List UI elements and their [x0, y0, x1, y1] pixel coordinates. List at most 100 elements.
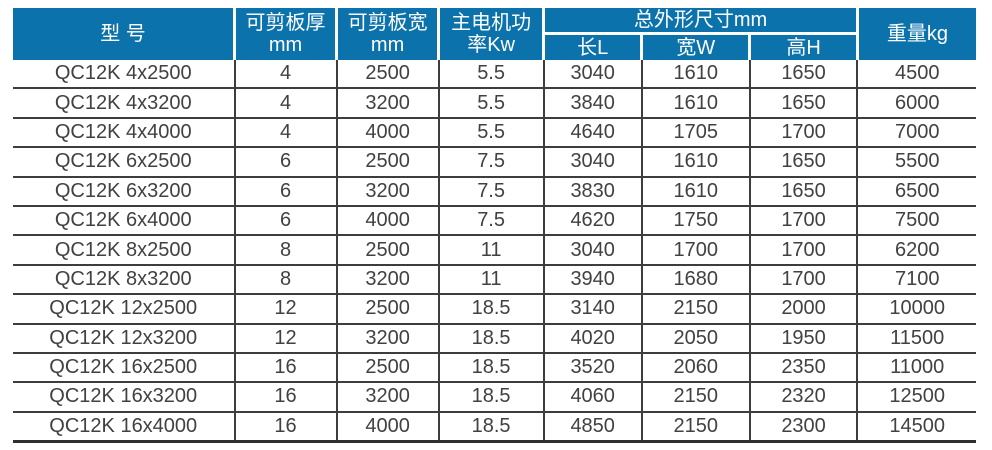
plate-width-cell: 3200 — [336, 88, 440, 119]
length-cell: 4020 — [543, 323, 643, 354]
col-header-model: 型 号 — [13, 8, 235, 60]
weight-cell: 6500 — [857, 176, 976, 207]
length-cell: 4640 — [543, 117, 643, 149]
height-cell: 1650 — [749, 147, 859, 178]
plate-width-cell: 3200 — [336, 382, 440, 413]
model-cell: QC12K 16x2500 — [13, 352, 236, 384]
power-cell: 5.5 — [438, 117, 545, 149]
width-cell: 1705 — [641, 117, 751, 149]
length-cell: 4060 — [543, 382, 643, 413]
power-cell: 18.5 — [438, 352, 545, 384]
length-cell: 3520 — [543, 352, 643, 384]
table-row: QC12K 16x2500 16 2500 18.5 3520 2060 235… — [13, 352, 976, 384]
col-header-dim-height: 高H — [748, 33, 858, 60]
col-header-power-line1: 主电机功 — [451, 12, 532, 34]
power-cell: 7.5 — [438, 176, 545, 207]
power-cell: 5.5 — [438, 88, 545, 119]
weight-cell: 12500 — [857, 382, 976, 413]
table-row: QC12K 12x2500 12 2500 18.5 3140 2150 200… — [13, 294, 976, 325]
model-cell: QC12K 4x4000 — [13, 117, 236, 149]
weight-cell: 6200 — [857, 235, 976, 266]
model-cell: QC12K 6x4000 — [13, 205, 236, 237]
plate-width-cell: 2500 — [336, 235, 440, 266]
col-header-dimensions-group: 总外形尺寸mm — [542, 8, 858, 35]
thickness-cell: 4 — [234, 60, 338, 90]
weight-cell: 7100 — [857, 264, 976, 296]
weight-cell: 11000 — [857, 352, 976, 384]
col-header-power-line2: 率Kw — [467, 34, 515, 56]
plate-width-cell: 3200 — [336, 176, 440, 207]
width-cell: 1610 — [641, 60, 751, 90]
width-cell: 1700 — [641, 235, 751, 266]
plate-width-cell: 2500 — [336, 60, 440, 90]
thickness-cell: 8 — [234, 264, 338, 296]
length-cell: 3040 — [543, 235, 643, 266]
plate-width-cell: 4000 — [336, 411, 440, 444]
width-cell: 1680 — [641, 264, 751, 296]
power-cell: 18.5 — [438, 411, 545, 444]
length-cell: 4850 — [543, 411, 643, 444]
model-cell: QC12K 12x3200 — [13, 323, 236, 354]
plate-width-cell: 3200 — [336, 323, 440, 354]
height-cell: 1650 — [749, 60, 859, 90]
weight-cell: 7000 — [857, 117, 976, 149]
table-row: QC12K 16x4000 16 4000 18.5 4850 2150 230… — [13, 411, 976, 444]
table-row: QC12K 6x2500 6 2500 7.5 3040 1610 1650 5… — [13, 147, 976, 178]
model-cell: QC12K 4x3200 — [13, 88, 236, 119]
weight-cell: 7500 — [857, 205, 976, 237]
table-row: QC12K 6x4000 6 4000 7.5 4620 1750 1700 7… — [13, 205, 976, 237]
table-row: QC12K 6x3200 6 3200 7.5 3830 1610 1650 6… — [13, 176, 976, 207]
power-cell: 18.5 — [438, 323, 545, 354]
col-header-thickness-line2: mm — [268, 34, 303, 56]
weight-cell: 10000 — [857, 294, 976, 325]
table-row: QC12K 4x4000 4 4000 5.5 4640 1705 1700 7… — [13, 117, 976, 149]
model-cell: QC12K 8x3200 — [13, 264, 236, 296]
height-cell: 1700 — [749, 117, 859, 149]
thickness-cell: 4 — [234, 88, 338, 119]
plate-width-cell: 4000 — [336, 117, 440, 149]
weight-cell: 4500 — [857, 60, 976, 90]
col-header-power: 主电机功 率Kw — [437, 8, 544, 60]
height-cell: 2350 — [749, 352, 859, 384]
table-row: QC12K 16x3200 16 3200 18.5 4060 2150 232… — [13, 382, 976, 413]
width-cell: 2050 — [641, 323, 751, 354]
table-row: QC12K 8x2500 8 2500 11 3040 1700 1700 62… — [13, 235, 976, 266]
power-cell: 7.5 — [438, 147, 545, 178]
height-cell: 1950 — [749, 323, 859, 354]
col-header-weight: 重量kg — [855, 8, 976, 60]
plate-width-cell: 3200 — [336, 264, 440, 296]
power-cell: 7.5 — [438, 205, 545, 237]
thickness-cell: 4 — [234, 117, 338, 149]
model-cell: QC12K 16x3200 — [13, 382, 236, 413]
power-cell: 18.5 — [438, 294, 545, 325]
thickness-cell: 12 — [234, 323, 338, 354]
table-row: QC12K 4x2500 4 2500 5.5 3040 1610 1650 4… — [13, 60, 976, 90]
width-cell: 1610 — [641, 88, 751, 119]
model-cell: QC12K 12x2500 — [13, 294, 236, 325]
spec-table-header: 型 号 可剪板厚 mm 可剪板宽 mm 主电机功 率Kw 总外形尺寸mm 重量k… — [13, 8, 976, 60]
length-cell: 3840 — [543, 88, 643, 119]
length-cell: 3040 — [543, 60, 643, 90]
plate-width-cell: 2500 — [336, 147, 440, 178]
plate-width-cell: 2500 — [336, 294, 440, 325]
height-cell: 2300 — [749, 411, 859, 444]
spec-table: 型 号 可剪板厚 mm 可剪板宽 mm 主电机功 率Kw 总外形尺寸mm 重量k… — [13, 8, 976, 444]
power-cell: 5.5 — [438, 60, 545, 90]
height-cell: 1700 — [749, 205, 859, 237]
model-cell: QC12K 8x2500 — [13, 235, 236, 266]
length-cell: 4620 — [543, 205, 643, 237]
thickness-cell: 8 — [234, 235, 338, 266]
thickness-cell: 6 — [234, 176, 338, 207]
table-row: QC12K 4x3200 4 3200 5.5 3840 1610 1650 6… — [13, 88, 976, 119]
thickness-cell: 16 — [234, 411, 338, 444]
model-cell: QC12K 6x2500 — [13, 147, 236, 178]
height-cell: 1700 — [749, 235, 859, 266]
length-cell: 3040 — [543, 147, 643, 178]
thickness-cell: 16 — [234, 382, 338, 413]
col-header-plate-width-line1: 可剪板宽 — [347, 12, 428, 34]
thickness-cell: 6 — [234, 205, 338, 237]
power-cell: 18.5 — [438, 382, 545, 413]
width-cell: 1750 — [641, 205, 751, 237]
model-cell: QC12K 16x4000 — [13, 411, 236, 444]
